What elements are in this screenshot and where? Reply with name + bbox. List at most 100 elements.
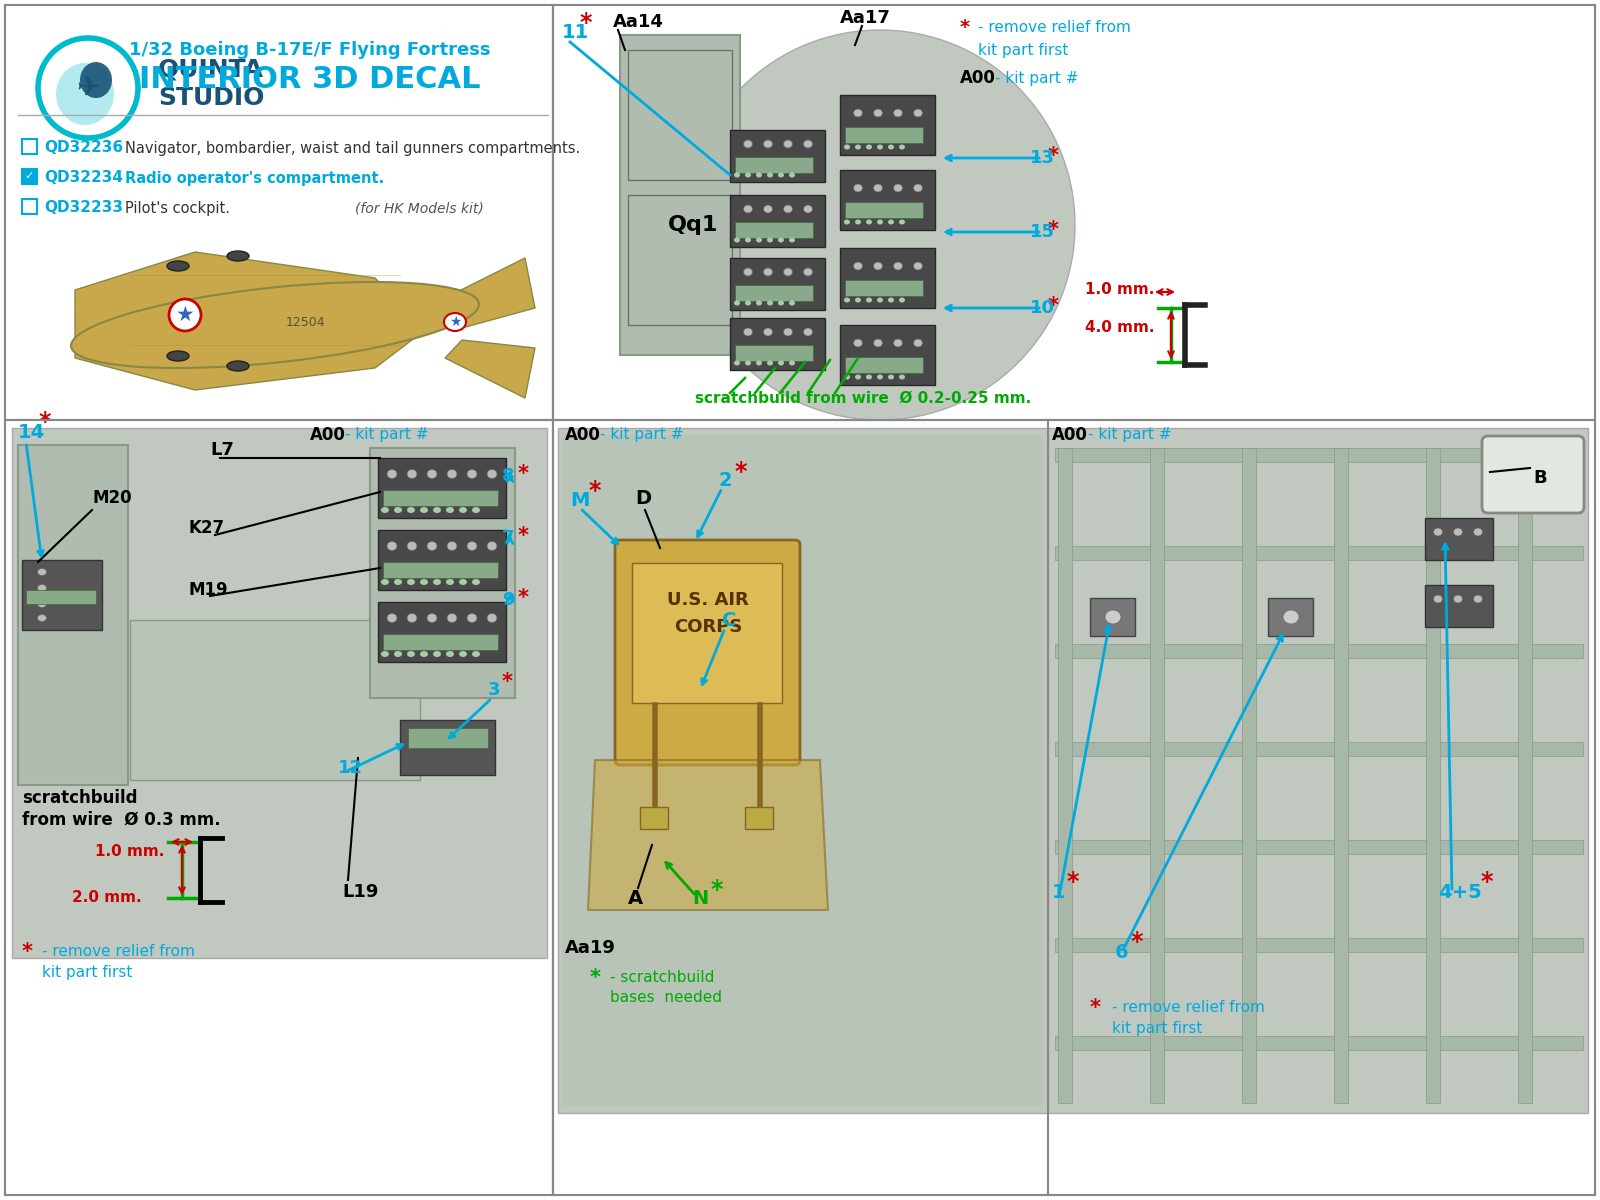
Text: L7: L7 xyxy=(210,440,234,458)
Ellipse shape xyxy=(37,584,46,592)
Ellipse shape xyxy=(486,613,498,623)
Text: kit part first: kit part first xyxy=(978,42,1069,58)
Ellipse shape xyxy=(1106,610,1122,624)
Ellipse shape xyxy=(37,569,46,576)
Bar xyxy=(840,248,934,308)
Text: CORPS: CORPS xyxy=(674,618,742,636)
Ellipse shape xyxy=(789,300,795,306)
Ellipse shape xyxy=(472,506,480,514)
Bar xyxy=(22,560,102,630)
Bar xyxy=(1054,938,1582,952)
Bar xyxy=(1054,546,1582,560)
Bar xyxy=(26,590,96,604)
Ellipse shape xyxy=(853,338,862,347)
Text: 11: 11 xyxy=(562,23,589,42)
Ellipse shape xyxy=(1453,528,1462,536)
Text: 1.0 mm.: 1.0 mm. xyxy=(1085,282,1154,298)
Text: kit part first: kit part first xyxy=(42,965,133,979)
Bar xyxy=(1426,448,1440,1103)
Bar xyxy=(382,634,498,650)
Text: ★: ★ xyxy=(176,305,194,325)
Text: Pilot's cockpit.: Pilot's cockpit. xyxy=(125,200,230,216)
Ellipse shape xyxy=(446,506,454,514)
Text: *: * xyxy=(1066,870,1078,894)
Bar xyxy=(1426,584,1493,626)
Bar xyxy=(1150,448,1165,1103)
Text: *: * xyxy=(502,672,514,692)
Ellipse shape xyxy=(789,360,795,366)
Text: *: * xyxy=(1130,930,1142,954)
Text: 4.0 mm.: 4.0 mm. xyxy=(1085,320,1155,336)
Ellipse shape xyxy=(784,140,792,148)
Ellipse shape xyxy=(446,541,458,551)
Text: scratchbuild from wire  Ø 0.2-0.25 mm.: scratchbuild from wire Ø 0.2-0.25 mm. xyxy=(694,390,1032,406)
Text: STUDIO: STUDIO xyxy=(158,86,264,110)
Text: 15: 15 xyxy=(1030,223,1054,241)
Bar xyxy=(1054,448,1582,462)
Ellipse shape xyxy=(763,268,773,276)
Bar xyxy=(554,420,1595,1195)
Ellipse shape xyxy=(845,144,850,150)
Text: *: * xyxy=(1048,220,1059,240)
Text: D: D xyxy=(635,488,651,508)
Bar xyxy=(378,530,506,590)
Bar xyxy=(1054,742,1582,756)
Text: *: * xyxy=(518,464,530,484)
Bar xyxy=(1058,448,1072,1103)
Bar xyxy=(845,127,923,143)
Text: *: * xyxy=(590,968,602,988)
Ellipse shape xyxy=(877,298,883,302)
Bar xyxy=(18,445,128,785)
Text: *: * xyxy=(589,479,600,503)
Ellipse shape xyxy=(784,205,792,214)
Ellipse shape xyxy=(845,374,850,379)
Text: *: * xyxy=(38,410,51,434)
Bar xyxy=(627,194,733,325)
Ellipse shape xyxy=(866,220,872,224)
Bar xyxy=(746,806,773,829)
Text: - kit part #: - kit part # xyxy=(346,427,429,443)
Ellipse shape xyxy=(789,238,795,242)
Text: ★: ★ xyxy=(448,314,461,329)
Bar xyxy=(378,458,506,518)
Text: *: * xyxy=(22,942,34,962)
Ellipse shape xyxy=(419,506,429,514)
Ellipse shape xyxy=(166,350,189,361)
Ellipse shape xyxy=(406,650,414,658)
Ellipse shape xyxy=(744,268,752,276)
Ellipse shape xyxy=(874,184,883,192)
Text: bases  needed: bases needed xyxy=(610,990,722,1006)
Text: 6: 6 xyxy=(1115,942,1128,961)
Ellipse shape xyxy=(914,262,923,270)
FancyBboxPatch shape xyxy=(614,540,800,766)
Polygon shape xyxy=(589,760,829,910)
Ellipse shape xyxy=(845,220,850,224)
Ellipse shape xyxy=(789,173,795,178)
Ellipse shape xyxy=(406,469,418,479)
Ellipse shape xyxy=(734,173,739,178)
Ellipse shape xyxy=(845,298,850,302)
Ellipse shape xyxy=(766,300,773,306)
Text: B: B xyxy=(1533,469,1547,487)
Text: A00: A00 xyxy=(960,68,995,86)
Ellipse shape xyxy=(446,650,454,658)
Ellipse shape xyxy=(227,361,250,371)
Text: *: * xyxy=(518,526,530,546)
Ellipse shape xyxy=(877,144,883,150)
Bar xyxy=(1054,1036,1582,1050)
Bar xyxy=(400,720,494,775)
Ellipse shape xyxy=(914,184,923,192)
Text: from wire  Ø 0.3 mm.: from wire Ø 0.3 mm. xyxy=(22,811,221,829)
Text: (for HK Models kit): (for HK Models kit) xyxy=(355,200,483,215)
Ellipse shape xyxy=(746,173,750,178)
Ellipse shape xyxy=(685,30,1075,420)
Ellipse shape xyxy=(899,298,906,302)
Bar xyxy=(840,170,934,230)
Bar xyxy=(22,139,37,154)
Bar xyxy=(640,806,669,829)
Ellipse shape xyxy=(434,506,442,514)
Ellipse shape xyxy=(853,262,862,270)
Ellipse shape xyxy=(80,62,112,98)
Ellipse shape xyxy=(406,506,414,514)
Ellipse shape xyxy=(734,300,739,306)
